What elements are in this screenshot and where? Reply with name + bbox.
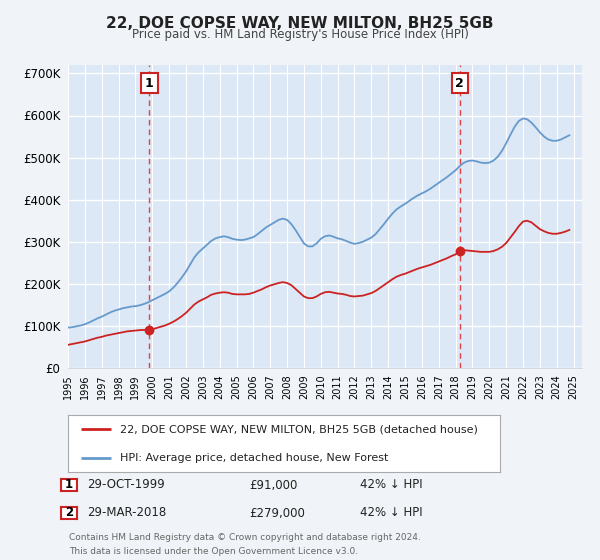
Text: Contains HM Land Registry data © Crown copyright and database right 2024.: Contains HM Land Registry data © Crown c… [69,534,421,543]
Text: This data is licensed under the Open Government Licence v3.0.: This data is licensed under the Open Gov… [69,548,358,557]
Text: £279,000: £279,000 [249,506,305,520]
Text: 1: 1 [145,77,154,90]
Text: 2: 2 [455,77,464,90]
Text: 29-MAR-2018: 29-MAR-2018 [87,506,166,520]
Text: 22, DOE COPSE WAY, NEW MILTON, BH25 5GB (detached house): 22, DOE COPSE WAY, NEW MILTON, BH25 5GB … [120,424,478,434]
Text: Price paid vs. HM Land Registry's House Price Index (HPI): Price paid vs. HM Land Registry's House … [131,28,469,41]
Text: HPI: Average price, detached house, New Forest: HPI: Average price, detached house, New … [120,452,388,463]
Text: 22, DOE COPSE WAY, NEW MILTON, BH25 5GB: 22, DOE COPSE WAY, NEW MILTON, BH25 5GB [106,16,494,31]
Text: 1: 1 [65,478,73,492]
Text: 2: 2 [65,506,73,520]
Text: 29-OCT-1999: 29-OCT-1999 [87,478,165,492]
Text: 42% ↓ HPI: 42% ↓ HPI [360,506,422,520]
Text: £91,000: £91,000 [249,478,298,492]
Text: 42% ↓ HPI: 42% ↓ HPI [360,478,422,492]
